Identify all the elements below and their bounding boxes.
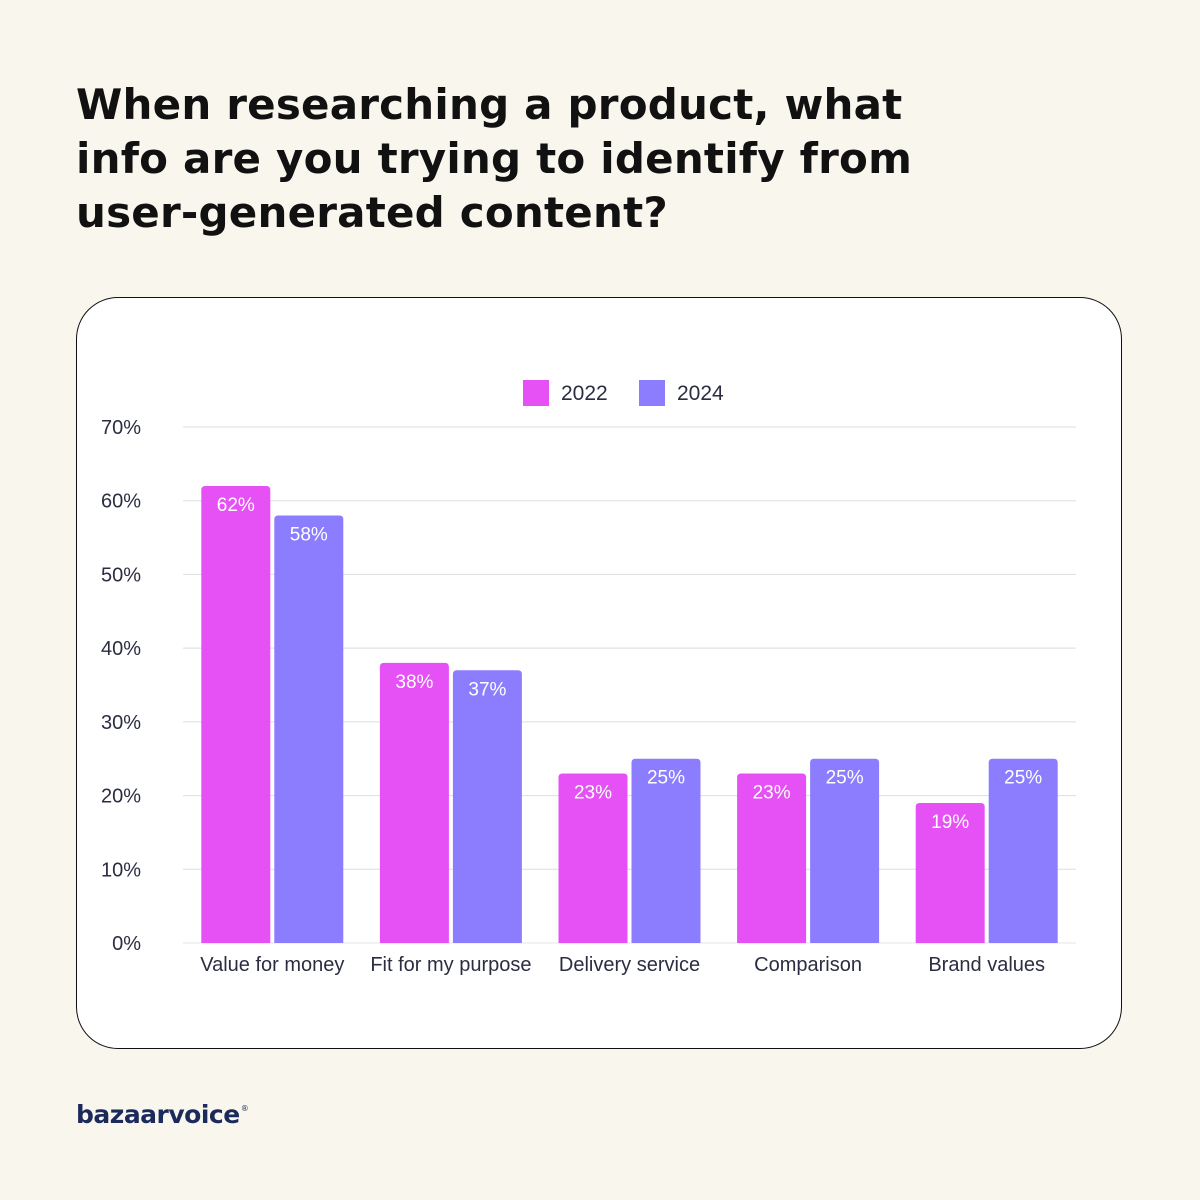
brand-logo: bazaarvoice® xyxy=(76,1100,249,1129)
y-tick-label: 50% xyxy=(101,564,141,586)
bar-value-label: 19% xyxy=(931,812,969,833)
y-tick-label: 0% xyxy=(112,933,141,955)
y-tick-label: 30% xyxy=(101,712,141,734)
x-category-label: Value for money xyxy=(200,954,344,976)
legend: 2022 2024 xyxy=(523,380,724,406)
x-category-label: Fit for my purpose xyxy=(370,954,531,976)
bar-value-label: 62% xyxy=(217,495,255,516)
bar-2024-1 xyxy=(452,670,522,943)
x-category-label: Delivery service xyxy=(559,954,700,976)
y-tick-label: 70% xyxy=(101,417,141,439)
bar-value-label: 25% xyxy=(826,768,864,789)
bar-value-label: 25% xyxy=(647,768,685,789)
bar-value-label: 38% xyxy=(395,672,433,693)
bar-value-label: 37% xyxy=(468,679,506,700)
bar-2022-2 xyxy=(558,773,628,943)
bar-chart: 0% 10% 20% 30% 40% 50% 60% 70% 62% 58% 38% 37% 23% 2… xyxy=(101,380,1076,976)
data-labels: 62% 58% 38% 37% 23% 25% 23% 25% 19% 25% xyxy=(217,495,1043,833)
brand-trademark: ® xyxy=(240,1104,249,1113)
y-axis-ticks: 0% 10% 20% 30% 40% 50% 60% 70% xyxy=(101,417,141,955)
y-tick-label: 10% xyxy=(101,859,141,881)
bar-2022-3 xyxy=(737,773,807,943)
x-axis-categories: Value for money Fit for my purpose Deliver… xyxy=(200,954,1045,976)
y-tick-label: 60% xyxy=(101,491,141,513)
brand-name: bazaarvoice xyxy=(76,1100,240,1129)
x-category-label: Brand values xyxy=(928,954,1045,976)
bar-2024-2 xyxy=(631,758,701,943)
legend-swatch-2024 xyxy=(639,380,665,406)
y-tick-label: 40% xyxy=(101,638,141,660)
chart-card: 0% 10% 20% 30% 40% 50% 60% 70% 62% 58% 38% 37% 23% 2… xyxy=(76,297,1122,1049)
y-tick-label: 20% xyxy=(101,786,141,808)
bar-2022-0 xyxy=(201,485,271,943)
bar-value-label: 23% xyxy=(753,782,791,803)
legend-label: 2024 xyxy=(677,382,724,405)
bar-2024-4 xyxy=(988,758,1058,943)
legend-label: 2022 xyxy=(561,382,608,405)
bar-2022-1 xyxy=(379,662,449,943)
bar-2024-0 xyxy=(274,515,344,943)
bar-2022-4 xyxy=(915,802,985,943)
bars xyxy=(201,485,1058,943)
bar-value-label: 58% xyxy=(290,524,328,545)
bar-value-label: 23% xyxy=(574,782,612,803)
bar-value-label: 25% xyxy=(1004,768,1042,789)
chart-headline: When researching a product, what info ar… xyxy=(76,80,913,237)
legend-swatch-2022 xyxy=(523,380,549,406)
x-category-label: Comparison xyxy=(754,954,862,976)
bar-2024-3 xyxy=(810,758,880,943)
